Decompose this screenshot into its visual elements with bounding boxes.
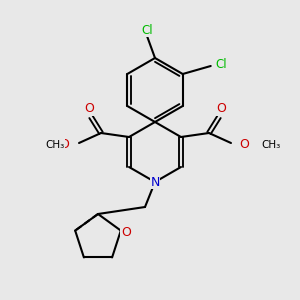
Text: Cl: Cl (215, 58, 226, 70)
Text: O: O (121, 226, 131, 239)
Text: Cl: Cl (141, 23, 153, 37)
Text: O: O (84, 103, 94, 116)
Text: CH₃: CH₃ (45, 140, 64, 150)
Text: N: N (150, 176, 160, 188)
Text: O: O (239, 139, 249, 152)
Text: O: O (216, 103, 226, 116)
Text: CH₃: CH₃ (261, 140, 280, 150)
Text: O: O (59, 139, 69, 152)
